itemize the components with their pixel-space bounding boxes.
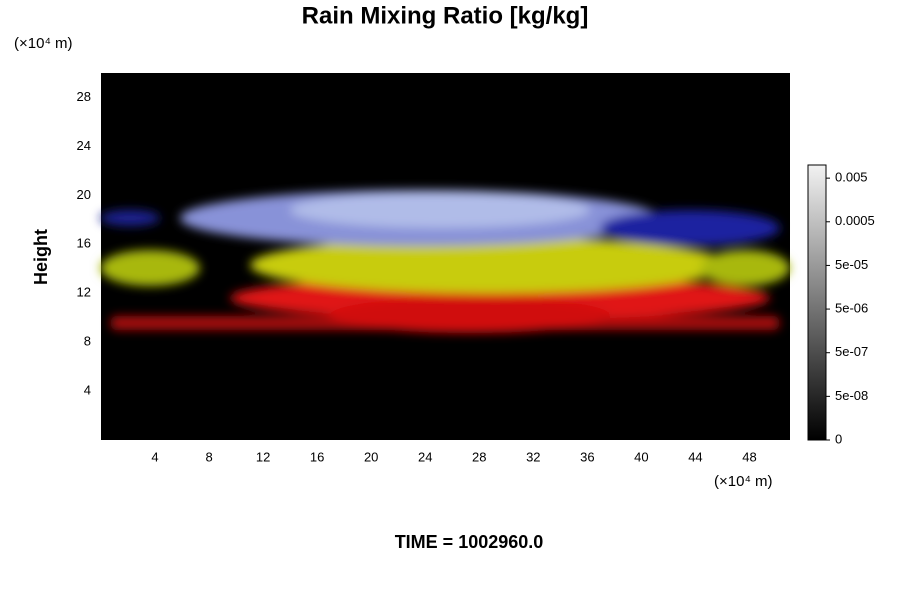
x-tick-label: 20 xyxy=(364,449,378,464)
y-tick-label: 28 xyxy=(77,89,91,104)
chart-title: Rain Mixing Ratio [kg/kg] xyxy=(302,2,589,29)
colorbar-tick-label: 0.0005 xyxy=(835,213,875,228)
x-tick-label: 48 xyxy=(742,449,756,464)
x-unit: (×10⁴ m) xyxy=(714,473,773,490)
plot-area xyxy=(100,73,790,440)
colorbar-tick-label: 5e-07 xyxy=(835,344,868,359)
x-tick-label: 16 xyxy=(310,449,324,464)
x-tick-label: 28 xyxy=(472,449,486,464)
colorbar-tick-label: 5e-05 xyxy=(835,257,868,272)
y-tick-label: 4 xyxy=(84,383,91,398)
x-tick-label: 44 xyxy=(688,449,702,464)
colorbar-tick-label: 5e-08 xyxy=(835,388,868,403)
y-tick-label: 8 xyxy=(84,334,91,349)
x-tick-label: 12 xyxy=(256,449,270,464)
x-tick-label: 36 xyxy=(580,449,594,464)
y-tick-label: 20 xyxy=(77,187,91,202)
y-tick-label: 16 xyxy=(77,236,91,251)
colorbar-tick-label: 0 xyxy=(835,431,842,446)
y-tick-label: 12 xyxy=(77,285,91,300)
x-tick-label: 8 xyxy=(205,449,212,464)
x-tick-label: 24 xyxy=(418,449,432,464)
colorbar xyxy=(807,164,827,441)
colorbar-tick-label: 5e-06 xyxy=(835,301,868,316)
x-tick-label: 32 xyxy=(526,449,540,464)
y-tick-label: 24 xyxy=(77,138,91,153)
x-tick-label: 40 xyxy=(634,449,648,464)
colorbar-tick-label: 0.005 xyxy=(835,170,868,185)
volume-render xyxy=(100,190,790,333)
footer-time: TIME = 1002960.0 xyxy=(395,532,544,552)
y-axis-label: Height xyxy=(31,229,51,285)
x-tick-label: 4 xyxy=(151,449,158,464)
y-unit: (×10⁴ m) xyxy=(14,35,73,52)
